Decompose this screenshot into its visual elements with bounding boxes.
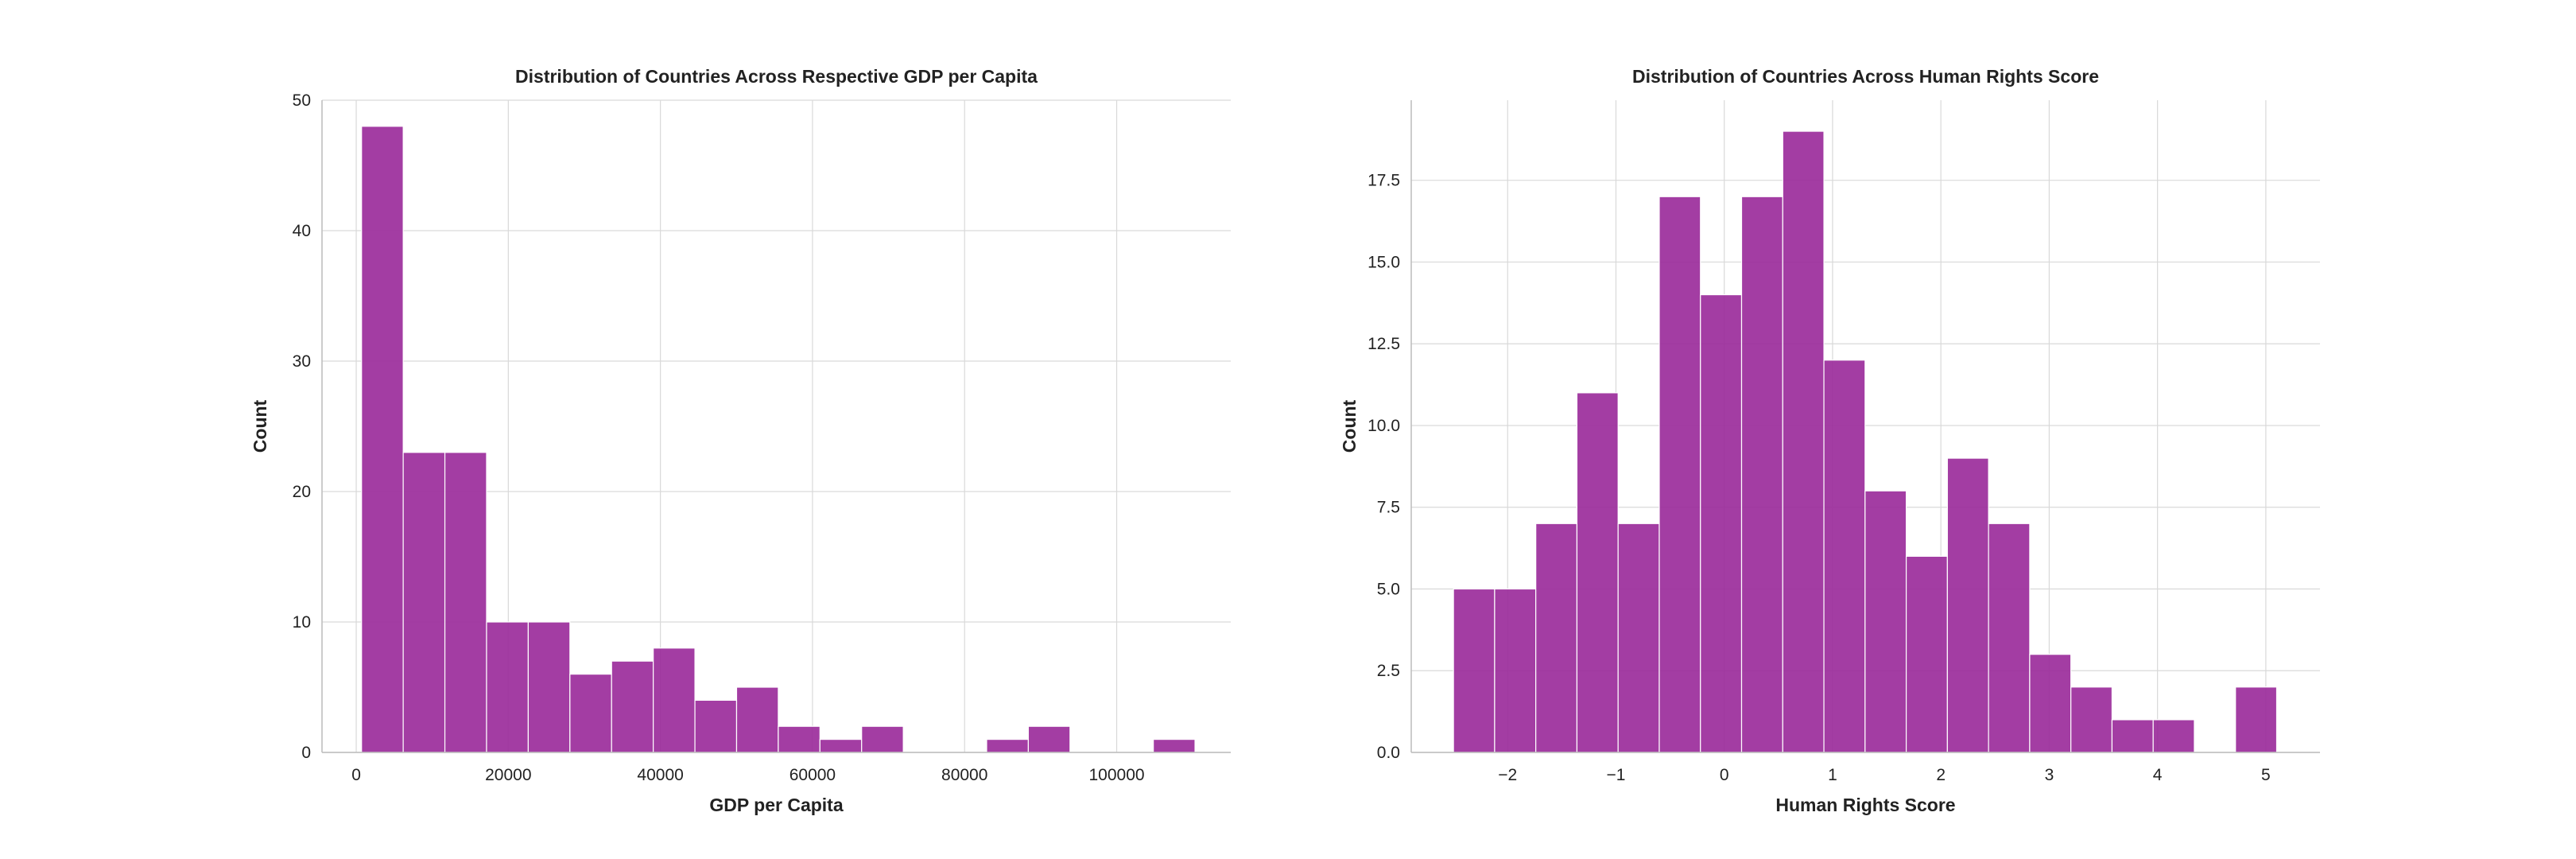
gdp-bar (778, 725, 821, 753)
gdp-bar (1027, 725, 1071, 753)
gdp-y-tick-label: 50 (293, 91, 311, 110)
gdp-y-tick-label: 0 (301, 744, 311, 762)
gdp-bar (986, 738, 1029, 753)
hr-bar (2029, 654, 2072, 753)
hr-y-tick-label: 7.5 (1377, 499, 1400, 517)
hr-y-tick-label: 2.5 (1377, 662, 1400, 680)
gdp-x-tick-label: 100000 (1088, 766, 1144, 784)
gdp-y-tick-label: 40 (293, 222, 311, 240)
hr-y-axis-label: Count (1339, 399, 1360, 453)
gdp-bar (694, 699, 738, 753)
gdp-bar (569, 673, 612, 753)
hr-y-tick-label: 0.0 (1377, 744, 1400, 762)
gdp-x-tick-label: 80000 (941, 766, 987, 784)
gdp-chart-title: Distribution of Countries Across Respect… (515, 66, 1038, 87)
hr-x-tick-label: 0 (1720, 766, 1729, 784)
gdp-y-tick-label: 30 (293, 352, 311, 371)
hr-bar (1658, 196, 1701, 753)
gdp-x-tick-label: 40000 (637, 766, 683, 784)
hr-bar (1453, 588, 1496, 753)
hr-bar (1988, 523, 2031, 753)
hr-x-tick-label: −1 (1607, 766, 1626, 784)
gdp-bar (1153, 738, 1196, 753)
hr-bar (1494, 588, 1537, 753)
hr-x-tick-label: 2 (1936, 766, 1946, 784)
gdp-bar (653, 647, 696, 753)
hr-y-tick-label: 5.0 (1377, 580, 1400, 598)
gdp-axes (321, 100, 1231, 753)
hr-bar (1535, 523, 1578, 753)
hr-x-tick-label: 3 (2045, 766, 2054, 784)
hr-bar (1905, 555, 1948, 753)
hr-bar (2111, 719, 2154, 753)
gdp-bar (735, 686, 779, 753)
hr-bar (1700, 293, 1743, 753)
gdp-bars (361, 126, 1196, 753)
hr-tick-labels: −2 −1 0 1 2 3 4 5 0.0 2.5 5.0 7.5 10.0 12.5 15.0 17.5 (1368, 172, 2271, 784)
gdp-bar (486, 621, 529, 753)
hr-bar (2235, 686, 2278, 753)
gdp-bar (527, 621, 571, 753)
gdp-histogram: 0 20000 40000 60000 80000 100000 0 10 20 30 40 50 D… (250, 66, 1231, 815)
hr-x-axis-label: Human Rights Score (1775, 795, 1955, 815)
hr-axes (1410, 100, 2320, 753)
hr-bar (1864, 490, 1907, 753)
gdp-bar (861, 725, 904, 753)
gdp-x-axis-label: GDP per Capita (709, 795, 843, 815)
hr-chart-title: Distribution of Countries Across Human R… (1632, 66, 2099, 87)
gdp-y-tick-label: 20 (293, 483, 311, 501)
hr-y-tick-label: 17.5 (1368, 172, 1400, 190)
hr-bar (1823, 360, 1866, 753)
hr-bar (2070, 686, 2113, 753)
hr-bars (1453, 130, 2278, 753)
gdp-bar (819, 738, 863, 753)
gdp-bar (361, 126, 404, 753)
hr-x-tick-label: 4 (2153, 766, 2163, 784)
hr-x-tick-label: 1 (1828, 766, 1837, 784)
hr-x-tick-label: 5 (2261, 766, 2271, 784)
hr-bar (1946, 457, 1989, 753)
gdp-tick-labels: 0 20000 40000 60000 80000 100000 0 10 20 30 40 50 (293, 91, 1145, 784)
hr-bar (1740, 196, 1783, 753)
gdp-bar (402, 452, 446, 753)
gdp-y-tick-label: 10 (293, 613, 311, 632)
gdp-y-axis-label: Count (250, 399, 270, 453)
human-rights-histogram: −2 −1 0 1 2 3 4 5 0.0 2.5 5.0 7.5 10.0 12.5 15.0 17.5 D… (1339, 66, 2320, 815)
hr-y-tick-label: 12.5 (1368, 335, 1400, 353)
hr-x-tick-label: −2 (1498, 766, 1517, 784)
gdp-bar (444, 452, 487, 753)
gdp-bar (611, 660, 654, 753)
hr-y-tick-label: 10.0 (1368, 417, 1400, 435)
hr-bar (1617, 523, 1660, 753)
hr-bar (1576, 392, 1619, 753)
gdp-x-tick-label: 60000 (789, 766, 836, 784)
hr-bar (2152, 719, 2195, 753)
gdp-x-tick-label: 20000 (485, 766, 531, 784)
hr-y-tick-label: 15.0 (1368, 253, 1400, 271)
gdp-x-tick-label: 0 (351, 766, 361, 784)
hr-bar (1782, 130, 1825, 753)
